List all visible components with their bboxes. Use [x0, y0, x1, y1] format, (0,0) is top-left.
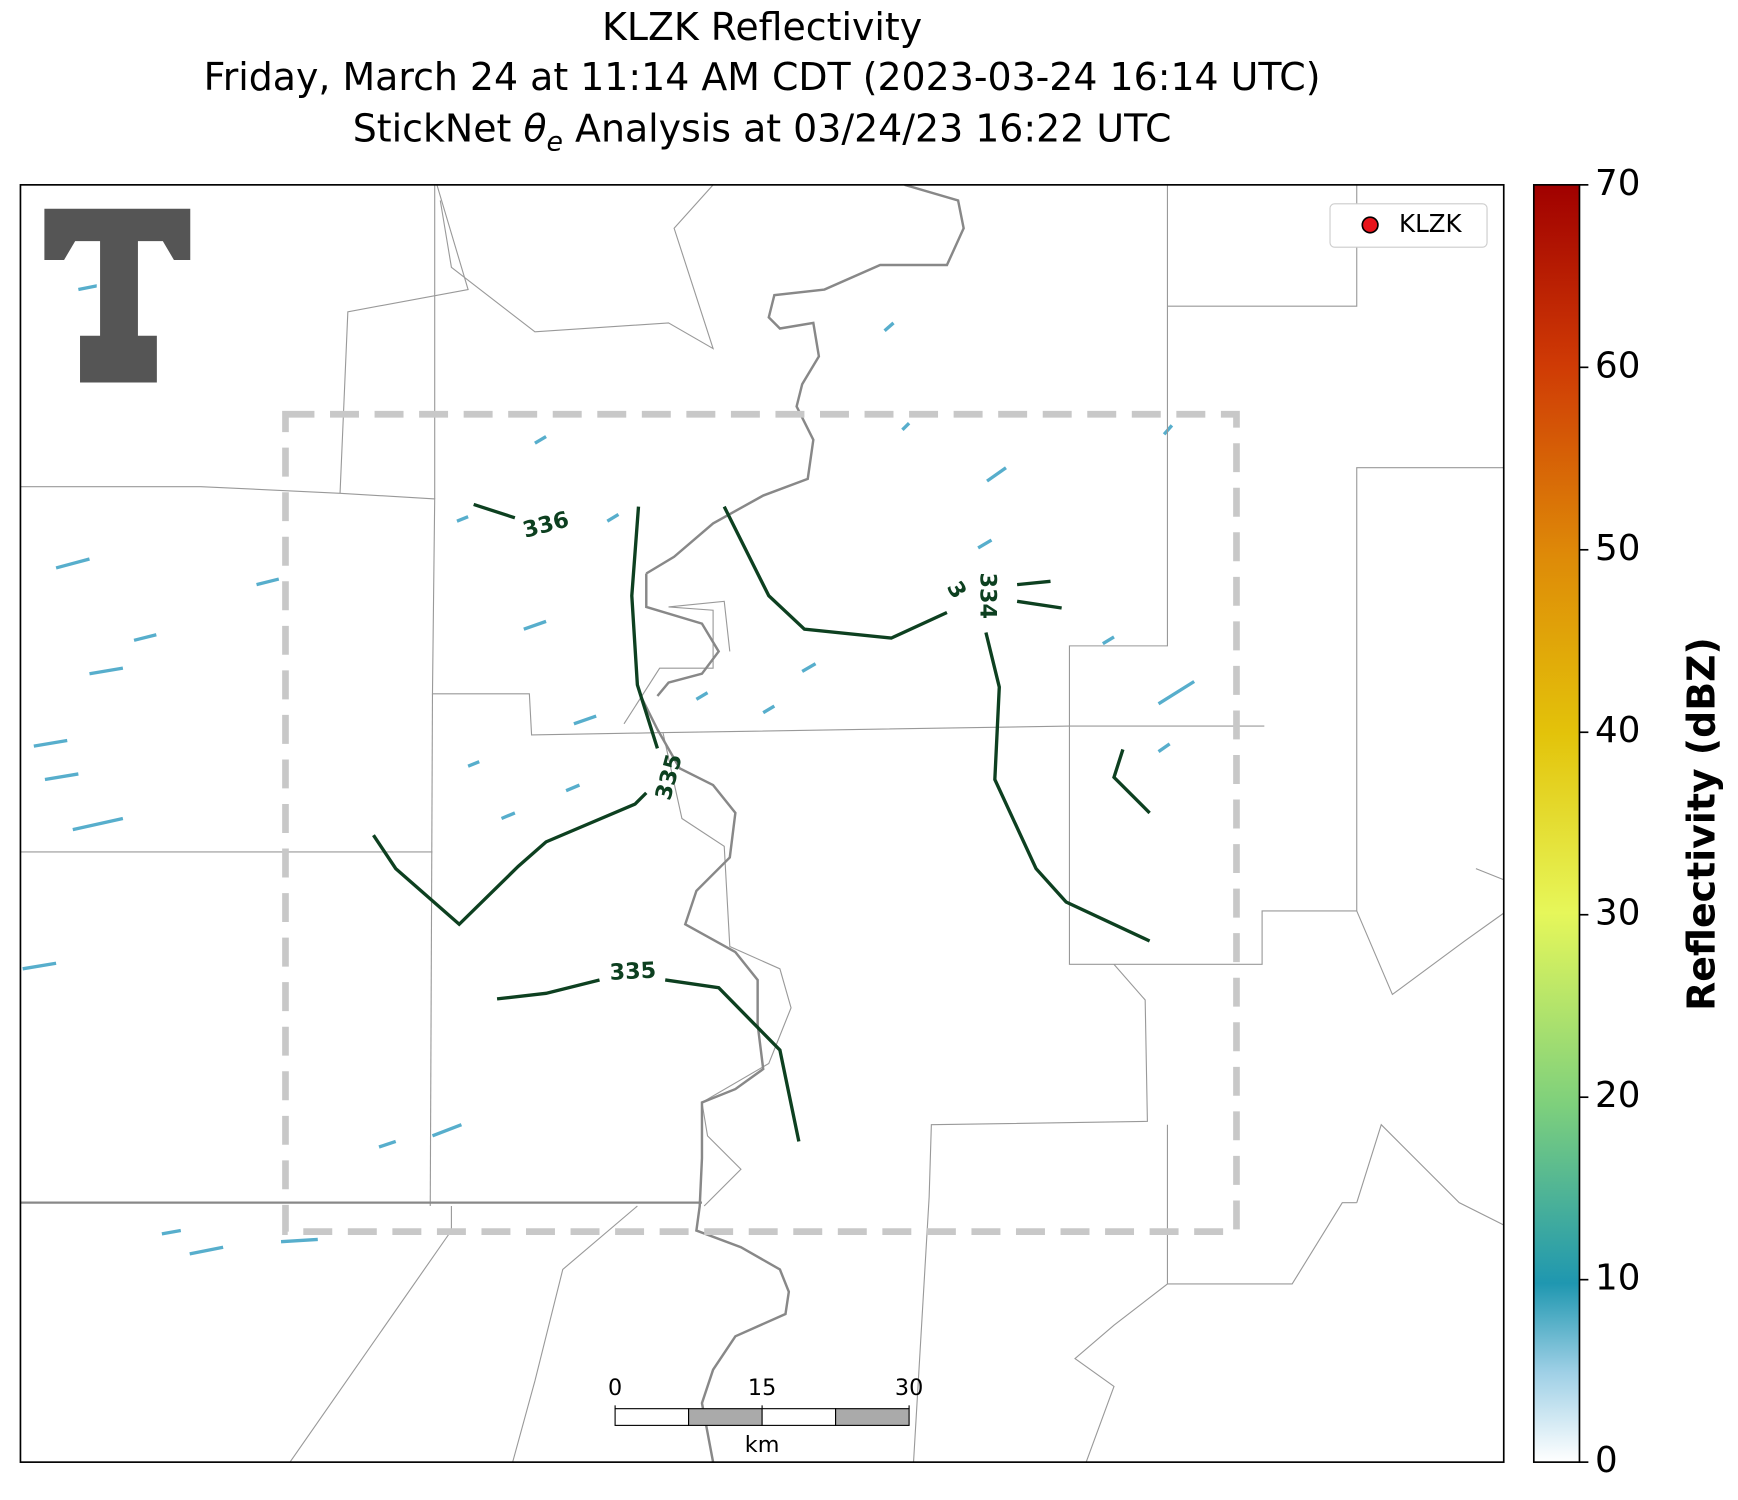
map: 336 335 335 334 3	[20, 184, 1504, 1463]
scale-segment	[835, 1408, 910, 1426]
scale-tick-label: 15	[748, 1375, 776, 1401]
scale-tick-label: 30	[895, 1375, 923, 1401]
contour-line	[496, 978, 600, 1001]
contour-line	[473, 502, 516, 520]
scale-bar: km 0 15 30	[608, 1375, 923, 1458]
scale-tick-label: 0	[608, 1375, 622, 1401]
colorbar: Reflectivity (dBZ) 0 10 20 30 40 50 60 70	[1532, 163, 1724, 1481]
contour-line	[664, 978, 801, 1142]
legend-label: KLZK	[1399, 209, 1462, 238]
scale-segment	[761, 1408, 837, 1426]
theta-subscript: e	[547, 126, 563, 157]
contour-line	[1016, 599, 1062, 610]
analysis-title: StickNet θe Analysis at 03/24/23 16:22 U…	[353, 106, 1172, 157]
legend: KLZK	[1329, 203, 1488, 248]
subtitle: Friday, March 24 at 11:14 AM CDT (2023-0…	[204, 55, 1321, 99]
map-frame	[19, 184, 1505, 1463]
colorbar-tick-label: 20	[1595, 1075, 1640, 1116]
contour-line	[1112, 748, 1151, 815]
colorbar-tick-label: 70	[1595, 163, 1640, 204]
colorbar-tick-label: 60	[1595, 345, 1640, 386]
boundaries	[20, 184, 1504, 1463]
legend-marker	[1361, 216, 1379, 234]
colorbar-tick-label: 40	[1595, 710, 1640, 751]
colorbar-label: Reflectivity (dBZ)	[1680, 637, 1724, 1011]
domain-box	[282, 410, 1240, 1235]
contour-line	[630, 506, 660, 749]
colorbar-gradient	[1532, 184, 1581, 1463]
contours: 336 335 335 334 3	[372, 502, 1151, 1142]
title-part: StickNet	[353, 106, 524, 150]
contour-label: 335	[651, 751, 688, 803]
contour-line	[372, 791, 648, 927]
title-part: Analysis at 03/24/23 16:22 UTC	[563, 106, 1171, 150]
colorbar-tick-label: 50	[1595, 528, 1640, 569]
colorbar-tick-label: 0	[1595, 1440, 1618, 1481]
echoes	[22, 215, 1196, 1256]
scale-unit: km	[745, 1432, 780, 1458]
legend-box	[1329, 203, 1488, 248]
scale-segment	[688, 1408, 763, 1426]
contour-label: 334	[975, 573, 1001, 619]
logo	[41, 205, 194, 386]
contour-line	[722, 505, 948, 640]
contour-label: 336	[520, 507, 572, 544]
contour-line	[984, 632, 1151, 943]
contour-label: 3	[941, 577, 971, 603]
contour-line	[1016, 579, 1051, 587]
title: KLZK Reflectivity	[602, 5, 922, 49]
colorbar-tick-label: 10	[1595, 1258, 1640, 1299]
contour-label: 335	[609, 957, 657, 985]
theta-symbol: θ	[523, 106, 546, 150]
colorbar-tick-label: 30	[1595, 893, 1640, 934]
scale-segment	[614, 1408, 690, 1426]
